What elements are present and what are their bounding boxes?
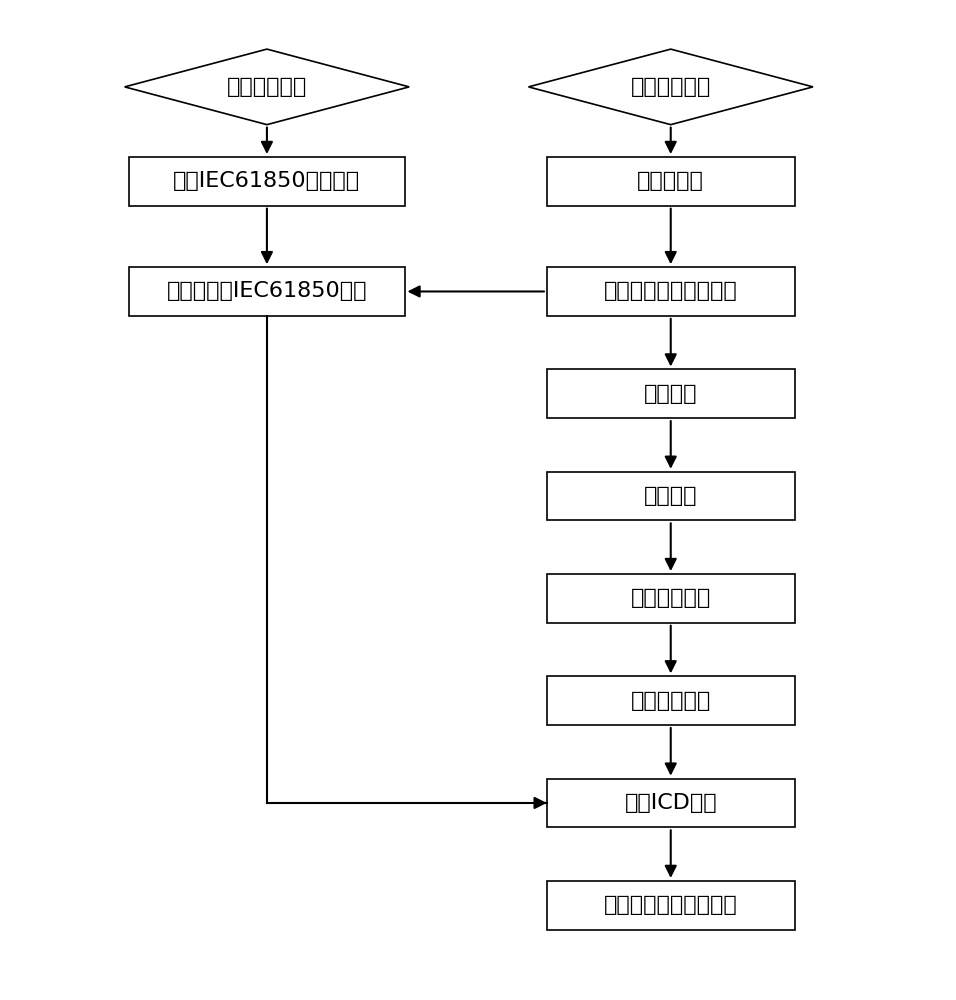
Text: 构建IEC61850模型模板: 构建IEC61850模型模板 <box>173 171 360 191</box>
Text: 压板配置: 压板配置 <box>644 384 698 404</box>
Text: 模型管理人员: 模型管理人员 <box>227 77 307 97</box>
Bar <box>547 574 794 623</box>
Text: 导出ICD模型: 导出ICD模型 <box>624 793 717 813</box>
Bar <box>547 779 794 827</box>
Text: 短地址与模型映射生成: 短地址与模型映射生成 <box>604 895 738 915</box>
Bar <box>547 157 794 206</box>
Text: 输入输出配置: 输入输出配置 <box>631 691 711 711</box>
Text: 功能模型与IEC61850映射: 功能模型与IEC61850映射 <box>166 281 367 301</box>
Bar <box>547 881 794 930</box>
Text: 构建装置功能逻辑模型: 构建装置功能逻辑模型 <box>604 281 738 301</box>
Text: 装置开发人员: 装置开发人员 <box>631 77 711 97</box>
Bar <box>129 157 404 206</box>
Bar <box>129 267 404 316</box>
Bar <box>547 676 794 725</box>
Text: 功能信号配置: 功能信号配置 <box>631 588 711 608</box>
Bar <box>547 267 794 316</box>
Bar <box>547 472 794 520</box>
Text: 虚端子配置: 虚端子配置 <box>638 171 705 191</box>
Bar <box>547 369 794 418</box>
Polygon shape <box>124 49 409 125</box>
Text: 定值配置: 定值配置 <box>644 486 698 506</box>
Polygon shape <box>529 49 813 125</box>
